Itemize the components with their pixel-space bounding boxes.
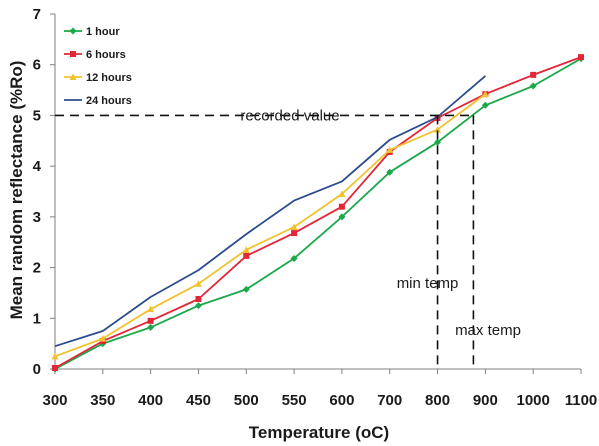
x-tick-label: 500 xyxy=(234,392,259,409)
data-point xyxy=(291,230,298,237)
data-point xyxy=(529,82,537,90)
x-tick-label: 1100 xyxy=(565,392,598,409)
data-point xyxy=(195,296,202,303)
data-point xyxy=(386,146,394,153)
x-tick-label: 700 xyxy=(377,392,402,409)
data-point xyxy=(386,168,394,176)
data-point xyxy=(434,126,442,133)
series-line xyxy=(54,57,582,370)
legend: 1 hour 6 hours 12 hours 24 hours xyxy=(64,26,132,107)
series-line xyxy=(54,56,582,369)
legend-label: 6 hours xyxy=(86,49,126,61)
data-point xyxy=(338,203,345,210)
x-axis-ticks: 300 350 400 450 500 550 600 700 800 900 1000 1100 xyxy=(42,369,597,409)
x-tick-label: 1000 xyxy=(516,392,549,409)
data-point xyxy=(147,305,155,313)
min-temp-label: min temp xyxy=(397,275,459,292)
x-tick-label: 800 xyxy=(425,392,450,409)
y-tick-label: 3 xyxy=(33,209,41,226)
legend-label: 12 hours xyxy=(86,72,132,84)
y-tick-label: 2 xyxy=(33,260,41,277)
x-tick-label: 900 xyxy=(473,392,498,409)
legend-marker xyxy=(70,51,76,57)
data-point xyxy=(194,302,202,310)
data-point xyxy=(530,71,537,78)
x-tick-label: 350 xyxy=(90,392,115,409)
x-tick-label: 600 xyxy=(329,392,354,409)
data-point xyxy=(481,90,489,98)
data-point xyxy=(51,352,59,360)
annotations: recorded value min temp max temp xyxy=(55,107,521,369)
legend-marker xyxy=(69,73,77,80)
y-axis-ticks: 0 1 2 3 4 5 6 7 xyxy=(33,6,55,378)
x-tick-label: 300 xyxy=(42,392,67,409)
x-tick-label: 550 xyxy=(282,392,307,409)
data-point xyxy=(242,285,250,293)
data-point xyxy=(290,223,298,230)
y-tick-label: 7 xyxy=(33,6,41,23)
data-point xyxy=(338,190,346,198)
data-point xyxy=(147,323,155,331)
y-tick-label: 1 xyxy=(33,310,41,327)
data-point xyxy=(290,254,298,262)
legend-label: 1 hour xyxy=(86,26,120,38)
y-tick-label: 5 xyxy=(33,107,41,124)
data-point xyxy=(243,252,250,259)
data-point xyxy=(578,54,584,61)
x-tick-label: 400 xyxy=(138,392,163,409)
series-line xyxy=(54,75,486,348)
y-axis-title: Mean random reflectance (%Ro) xyxy=(7,61,26,320)
data-point xyxy=(194,280,202,287)
series-12-hours xyxy=(51,90,489,360)
data-point xyxy=(147,317,154,324)
y-tick-label: 4 xyxy=(33,158,42,175)
x-tick-label: 450 xyxy=(186,392,211,409)
x-axis-title: Temperature (oC) xyxy=(249,423,389,442)
plot-area xyxy=(54,14,581,370)
data-point xyxy=(242,246,250,253)
data-point xyxy=(434,138,442,146)
data-point xyxy=(481,101,489,109)
series-24-hours xyxy=(54,75,486,348)
y-tick-label: 0 xyxy=(33,361,41,378)
max-temp-label: max temp xyxy=(455,322,521,339)
data-point xyxy=(338,213,346,221)
data-point xyxy=(99,335,107,342)
data-point xyxy=(52,364,58,371)
legend-marker xyxy=(69,27,77,35)
recorded-value-label: recorded value xyxy=(240,107,339,124)
series-line xyxy=(54,93,486,358)
legend-label: 24 hours xyxy=(86,95,132,107)
y-tick-label: 6 xyxy=(33,57,41,74)
